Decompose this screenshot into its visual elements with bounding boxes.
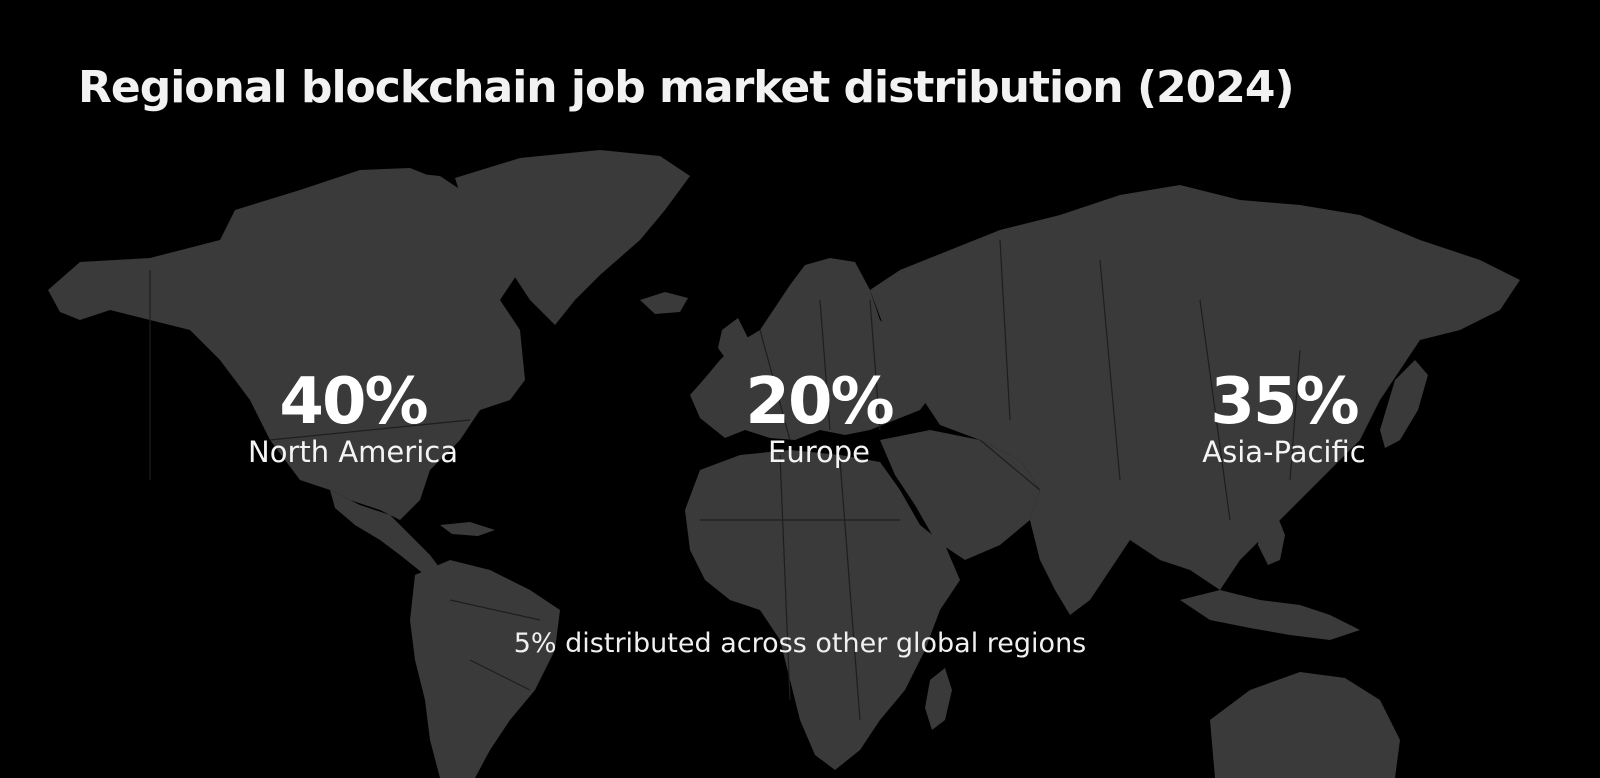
stat-label: North America: [248, 435, 458, 469]
europe-landmass: [690, 258, 935, 440]
footnote-other-regions: 5% distributed across other global regio…: [513, 628, 1087, 659]
india-landmass: [1030, 500, 1130, 615]
stat-asia-pacific: 35% Asia-Pacific: [1124, 366, 1444, 470]
stat-value: 40%: [279, 365, 428, 439]
north-america-landmass: [48, 168, 525, 520]
iceland-landmass: [640, 292, 688, 314]
south-america-landmass: [410, 560, 560, 778]
madagascar-landmass: [925, 668, 952, 730]
stat-north-america: 40% North America: [193, 366, 513, 470]
caribbean-landmass: [440, 522, 495, 536]
baffin-island-landmass: [400, 172, 480, 240]
stat-value: 20%: [745, 365, 894, 439]
japan-landmass: [1380, 360, 1428, 448]
country-borders: [149, 239, 1301, 721]
philippines-landmass: [1258, 510, 1285, 565]
africa-landmass: [685, 450, 960, 770]
australia-landmass: [1210, 672, 1400, 778]
stat-label: Asia-Pacific: [1202, 435, 1366, 469]
middle-east-landmass: [880, 430, 1040, 560]
central-america-landmass: [330, 490, 445, 575]
stat-label: Europe: [768, 435, 870, 469]
asia-landmass: [870, 185, 1520, 590]
stat-europe: 20% Europe: [659, 366, 979, 470]
southeast-asia-islands-landmass: [1180, 590, 1360, 640]
page-title: Regional blockchain job market distribut…: [78, 62, 1295, 113]
greenland-landmass: [455, 150, 690, 325]
british-isles-landmass: [718, 318, 748, 362]
arctic-islands-landmass: [225, 176, 385, 240]
stat-value: 35%: [1210, 365, 1359, 439]
